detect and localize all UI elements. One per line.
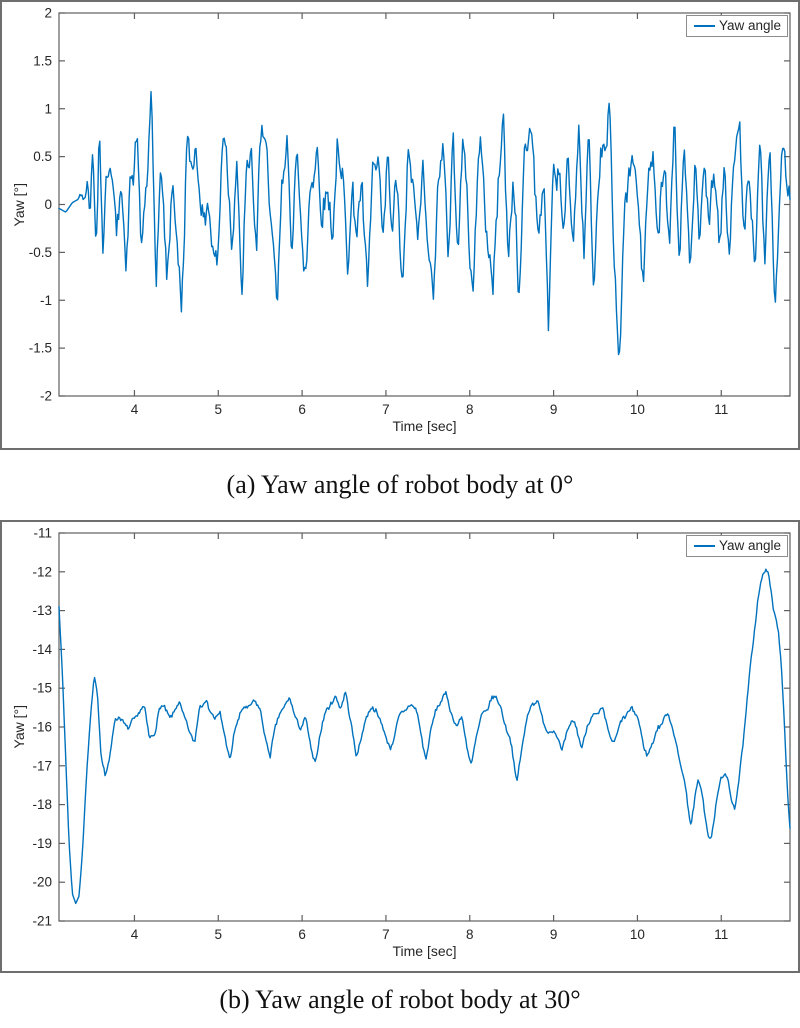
- x-axis-label-b: Time [sec]: [392, 943, 457, 959]
- y-tick-label: -21: [32, 914, 52, 929]
- panel-yaw-30deg: 4 5 6 7 8 9 10 11 -11 -12 -13 -14 -15 -16 -17 -18 -19 -20…: [0, 520, 800, 973]
- caption-a: (a) Yaw angle of robot body at 0°: [226, 470, 574, 499]
- y-tick-label: -18: [32, 797, 52, 812]
- caption-b: (b) Yaw angle of robot body at 30°: [219, 985, 581, 1014]
- legend-line-sample: [693, 24, 715, 28]
- signal-line: [58, 568, 791, 905]
- y-tick-label: 1: [44, 101, 52, 116]
- x-tick-label: 4: [131, 402, 139, 417]
- axes-box: [58, 532, 791, 922]
- y-tick-label: -15: [32, 681, 52, 696]
- y-tick-label: -16: [32, 720, 52, 735]
- y-tick-label: -1: [40, 293, 52, 308]
- y-tick-label: -1.5: [29, 341, 52, 356]
- legend-a: Yaw angle: [685, 15, 788, 37]
- y-axis-label-text: Yaw [°]: [11, 182, 27, 227]
- signal-line: [58, 90, 791, 356]
- x-tick-label: 8: [466, 402, 474, 417]
- y-tick-label: 0.5: [33, 149, 52, 164]
- y-tick-label: -0.5: [29, 245, 52, 260]
- x-axis-label-a: Time [sec]: [392, 418, 457, 434]
- y-tick-label: -20: [32, 875, 52, 890]
- x-tick-label: 9: [550, 927, 558, 942]
- y-tick-label: 1.5: [33, 53, 52, 68]
- y-tick-label: 0: [44, 197, 52, 212]
- legend-label: Yaw angle: [718, 18, 781, 34]
- y-tick-label: -13: [32, 603, 52, 618]
- x-tick-label: 10: [630, 927, 645, 942]
- legend-b: Yaw angle: [685, 535, 788, 557]
- panel-yaw-0deg: 4 5 6 7 8 9 10 11 2 1.5 1 0.5 0 -0.5 -1 -1.5 -2 Yaw [°] …: [0, 0, 800, 450]
- y-tick-label: -17: [32, 758, 52, 773]
- y-tick-label: -11: [33, 526, 52, 541]
- x-tick-label: 8: [466, 927, 474, 942]
- x-tick-label: 7: [382, 402, 390, 417]
- legend-line-sample: [693, 544, 715, 548]
- x-tick-label: 6: [298, 927, 306, 942]
- y-axis-label-text: Yaw [°]: [11, 705, 27, 749]
- y-tick-label: -14: [32, 642, 52, 657]
- y-tick-label: -2: [40, 389, 52, 404]
- y-axis-label-a: Yaw [°]: [10, 13, 28, 396]
- x-tick-label: 4: [131, 927, 139, 942]
- x-tick-label: 11: [714, 402, 728, 417]
- y-tick-label: -19: [32, 836, 52, 851]
- x-tick-label: 5: [215, 402, 223, 417]
- y-tick-label: 2: [44, 6, 52, 21]
- x-tick-label: 9: [550, 402, 558, 417]
- yaw-30deg-chart: 4 5 6 7 8 9 10 11 -11 -12 -13 -14 -15 -16 -17 -18 -19 -20…: [32, 526, 791, 942]
- x-tick-label: 11: [714, 927, 728, 942]
- x-tick-label: 10: [630, 402, 645, 417]
- y-axis-label-b: Yaw [°]: [10, 533, 28, 921]
- x-tick-label: 6: [298, 402, 306, 417]
- legend-label: Yaw angle: [718, 538, 781, 554]
- x-tick-label: 7: [382, 927, 390, 942]
- yaw-0deg-chart: 4 5 6 7 8 9 10 11 2 1.5 1 0.5 0 -0.5 -1 -1.5 -2: [29, 6, 791, 417]
- x-tick-label: 5: [215, 927, 223, 942]
- y-tick-label: -12: [32, 564, 52, 579]
